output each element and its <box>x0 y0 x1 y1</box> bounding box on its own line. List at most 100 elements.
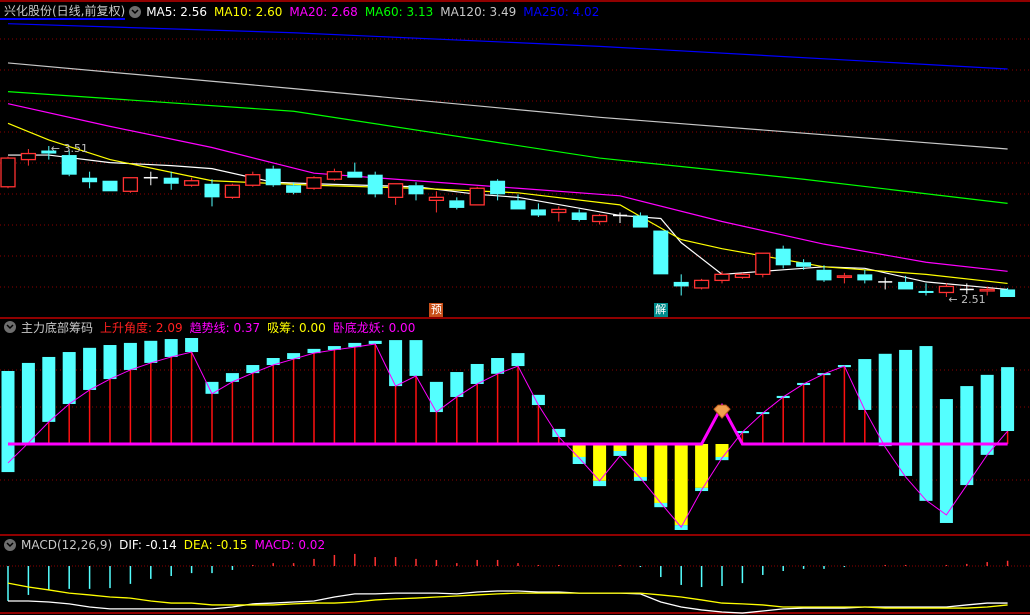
candle-body <box>122 177 139 192</box>
stock-title: 兴化股份(日线,前复权) <box>0 4 126 20</box>
dragon-line <box>8 402 1008 446</box>
indicator-value--2: 吸筹: 0.00 <box>267 320 326 335</box>
macd-panel[interactable] <box>7 553 1009 614</box>
macd-value-dif-0: DIF: -0.14 <box>119 538 177 552</box>
candle <box>693 278 710 290</box>
candle <box>204 179 220 207</box>
candle <box>878 277 893 290</box>
chip-bar <box>593 480 607 487</box>
chevron-down-circle-icon[interactable] <box>129 6 142 18</box>
chip-bar <box>42 356 56 422</box>
chip-bar <box>307 348 321 354</box>
chip-bar <box>389 340 403 387</box>
candle <box>551 206 567 222</box>
indicator-value--0: 上升角度: 2.09 <box>100 320 183 335</box>
signal-marker[interactable]: 预 <box>429 303 444 317</box>
candle <box>1000 287 1016 297</box>
chip-bar <box>246 365 260 374</box>
candle-body <box>510 200 526 210</box>
candle <box>918 283 934 296</box>
candle <box>347 162 363 178</box>
chip-bar <box>348 342 362 348</box>
candle <box>653 230 669 275</box>
candle-body <box>653 230 669 275</box>
candle-body <box>938 285 955 294</box>
candle-body <box>1000 289 1016 297</box>
bottom-chip-indicator-panel[interactable] <box>1 337 1015 530</box>
chevron-down-circle-icon[interactable] <box>4 321 16 333</box>
candle-body <box>449 200 465 208</box>
candle-body <box>428 196 445 202</box>
candle-body <box>82 177 98 183</box>
candle <box>959 283 974 294</box>
candle-body <box>979 288 995 292</box>
candle-body <box>306 177 322 189</box>
accumulation-bar <box>654 444 668 503</box>
candle <box>979 286 995 296</box>
candle-body <box>326 171 343 180</box>
candle <box>775 245 791 269</box>
signal-marker[interactable]: 解 <box>653 303 668 317</box>
candle-body <box>836 275 853 279</box>
chip-bar <box>919 346 933 501</box>
candle-body <box>755 252 771 276</box>
candle-body <box>734 273 751 279</box>
indicator-value--1: 趋势线: 0.37 <box>189 320 261 335</box>
candle-body <box>530 209 546 216</box>
chip-bar <box>62 352 76 404</box>
candle <box>183 177 200 187</box>
low-price-label: ← 2.51 <box>948 293 985 306</box>
candlestick-panel[interactable]: ← 3.51 ← 2.51 <box>0 23 1016 306</box>
ma-line-ma250 <box>7 23 1008 70</box>
accumulation-bar <box>695 444 709 488</box>
candle <box>755 252 771 278</box>
accumulation-bar <box>613 444 627 452</box>
indicator-panel-header: 主力底部筹码 上升角度: 2.09 趋势线: 0.37 吸筹: 0.00 卧底龙妖: … <box>0 319 422 335</box>
candle <box>613 212 627 224</box>
candle <box>367 171 383 198</box>
candle <box>163 171 179 190</box>
chip-bar <box>409 340 423 376</box>
candle <box>61 150 77 177</box>
candle <box>122 177 139 193</box>
chip-bar <box>878 353 892 447</box>
ma-value-ma5-0: MA5: 2.56 <box>146 5 207 19</box>
main-panel-header: 兴化股份(日线,前复权) MA5: 2.56 MA10: 2.60 MA20: 2.… <box>0 4 606 20</box>
chip-bar <box>266 358 280 366</box>
candle-body <box>714 273 730 282</box>
ma-line-ma120 <box>7 62 1008 150</box>
candle <box>673 274 689 296</box>
candle <box>245 171 261 187</box>
candle <box>591 213 608 225</box>
chip-bar <box>939 399 953 523</box>
candle-body <box>551 208 567 214</box>
candle-body <box>387 183 404 198</box>
ma-value-ma10-1: MA10: 2.60 <box>213 5 283 19</box>
trend-line <box>7 343 1008 529</box>
candle <box>0 156 16 189</box>
candle-body <box>224 184 241 198</box>
candle-body <box>775 248 791 266</box>
chip-bar <box>491 358 505 374</box>
candle <box>428 191 445 213</box>
chip-bar <box>83 347 97 390</box>
macd-panel-header: MACD(12,26,9) DIF: -0.14 DEA: -0.15 MACD: … <box>0 537 332 553</box>
chip-bar <box>613 451 627 456</box>
chevron-down-circle-icon[interactable] <box>4 539 16 551</box>
chip-bar <box>205 381 219 394</box>
candle <box>510 194 526 210</box>
candle <box>530 203 546 217</box>
candle-body <box>673 281 689 287</box>
candle-body <box>265 168 281 186</box>
chip-bar <box>858 359 872 410</box>
ma-value-ma250-5: MA250: 4.02 <box>523 5 600 19</box>
candle <box>571 209 587 222</box>
candle-body <box>796 262 812 267</box>
chip-bar <box>1001 367 1015 432</box>
candle <box>408 182 424 201</box>
chip-bar <box>531 394 545 406</box>
chip-bar <box>470 363 484 384</box>
candle <box>816 265 832 282</box>
